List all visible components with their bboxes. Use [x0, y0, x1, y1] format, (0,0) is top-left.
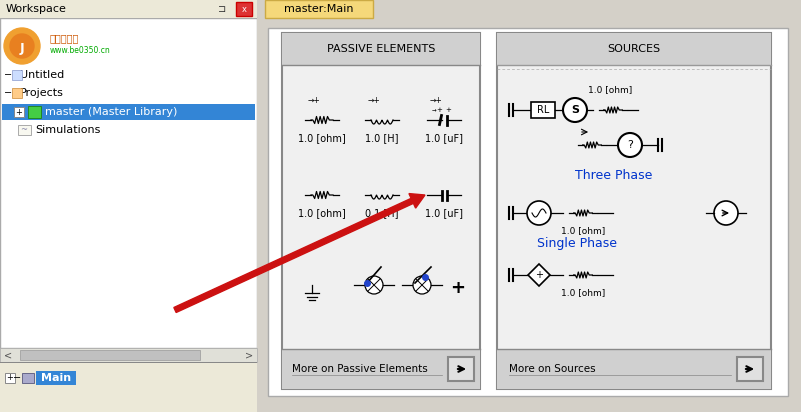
Text: <: <: [4, 350, 12, 360]
Bar: [0, 18, 257, 348]
Bar: [14, 107, 24, 117]
Circle shape: [714, 201, 738, 225]
Circle shape: [413, 276, 431, 294]
Bar: [497, 349, 771, 389]
Text: 1.0 [H]: 1.0 [H]: [365, 133, 399, 143]
Text: SOURCES: SOURCES: [607, 44, 661, 54]
Bar: [2, 104, 255, 120]
Text: 1.0 [ohm]: 1.0 [ohm]: [561, 288, 605, 297]
Bar: [497, 33, 771, 65]
Text: More on Passive Elements: More on Passive Elements: [292, 364, 428, 374]
Bar: [0, 348, 257, 362]
Bar: [12, 88, 22, 98]
Text: Workspace: Workspace: [6, 4, 66, 14]
Bar: [0, 0, 257, 18]
Text: −: −: [13, 373, 21, 383]
Text: 0.1 [H]: 0.1 [H]: [365, 208, 399, 218]
Text: J: J: [20, 42, 24, 54]
Text: master (Master Library): master (Master Library): [45, 107, 177, 117]
Text: More on Sources: More on Sources: [509, 364, 596, 374]
Bar: [22, 373, 34, 383]
Bar: [268, 28, 788, 396]
Bar: [448, 357, 474, 381]
Circle shape: [10, 34, 34, 58]
Text: 1.0 [ohm]: 1.0 [ohm]: [298, 133, 346, 143]
Bar: [5, 373, 15, 383]
Bar: [531, 102, 555, 118]
Bar: [12, 70, 22, 80]
Bar: [257, 18, 801, 412]
Text: ?: ?: [627, 140, 633, 150]
Text: +: +: [437, 106, 442, 112]
Text: →+: →+: [308, 96, 320, 105]
Text: +: +: [535, 270, 543, 280]
Text: 1.0 [ohm]: 1.0 [ohm]: [561, 227, 605, 236]
Text: x: x: [241, 5, 247, 14]
Text: Projects: Projects: [20, 88, 64, 98]
Text: RL: RL: [537, 105, 549, 115]
Text: 1.0 [ohm]: 1.0 [ohm]: [588, 86, 632, 94]
Circle shape: [618, 133, 642, 157]
Text: www.be0350.cn: www.be0350.cn: [50, 45, 111, 54]
Text: −: −: [4, 70, 12, 80]
Text: Simulations: Simulations: [35, 125, 100, 135]
Text: +: +: [6, 374, 14, 382]
Circle shape: [4, 28, 40, 64]
Text: +: +: [450, 279, 465, 297]
Text: →: →: [431, 108, 436, 112]
Text: ~: ~: [21, 126, 27, 134]
Text: Single Phase: Single Phase: [537, 236, 617, 250]
Text: ⊐: ⊐: [218, 4, 226, 14]
Text: −: −: [4, 88, 12, 98]
FancyArrow shape: [174, 194, 425, 312]
Polygon shape: [528, 264, 550, 286]
Circle shape: [365, 276, 383, 294]
Circle shape: [563, 98, 587, 122]
Bar: [236, 2, 252, 16]
Text: +: +: [445, 106, 452, 112]
Text: +: +: [15, 108, 22, 117]
Text: S: S: [571, 105, 579, 115]
Bar: [18, 125, 31, 135]
Bar: [497, 33, 771, 389]
Text: Untitled: Untitled: [20, 70, 64, 80]
Text: master:Main: master:Main: [284, 4, 354, 14]
Bar: [265, 0, 373, 18]
Text: Three Phase: Three Phase: [575, 169, 653, 182]
Circle shape: [527, 201, 551, 225]
Bar: [0, 362, 257, 363]
Bar: [36, 371, 76, 385]
Bar: [282, 33, 480, 65]
Bar: [282, 33, 480, 389]
Bar: [282, 349, 480, 389]
Text: 滔東軟件園: 滔東軟件園: [50, 33, 79, 43]
Text: 1.0 [uF]: 1.0 [uF]: [425, 133, 463, 143]
Bar: [28, 106, 41, 118]
Bar: [20, 350, 200, 360]
Text: 1.0 [uF]: 1.0 [uF]: [425, 208, 463, 218]
Bar: [737, 357, 763, 381]
Text: →+: →+: [368, 96, 380, 105]
Text: PASSIVE ELEMENTS: PASSIVE ELEMENTS: [327, 44, 435, 54]
Text: >: >: [245, 350, 253, 360]
Text: →+: →+: [429, 96, 442, 105]
Text: 1.0 [ohm]: 1.0 [ohm]: [298, 208, 346, 218]
Bar: [0, 363, 257, 412]
Text: Main: Main: [41, 373, 71, 383]
